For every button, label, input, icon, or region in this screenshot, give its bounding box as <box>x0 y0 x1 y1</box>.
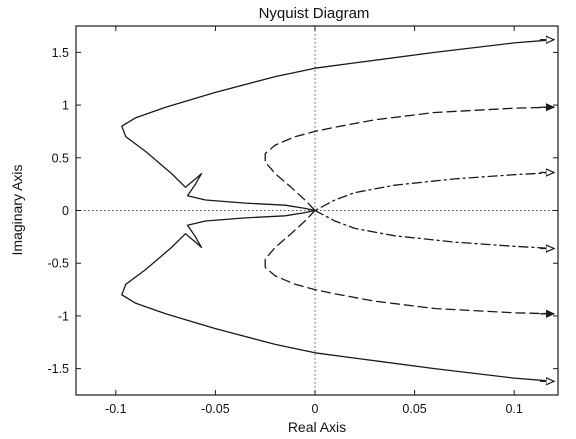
x-tick-label: -0.1 <box>105 402 127 416</box>
series-line-4 <box>264 209 555 315</box>
y-tick-label: 0 <box>62 204 69 218</box>
x-tick-label: 0.05 <box>402 402 426 416</box>
series-line-5 <box>314 171 555 212</box>
series-layer <box>121 39 555 382</box>
series-line-6 <box>314 209 555 250</box>
x-tick-label: 0.1 <box>505 402 522 416</box>
y-tick-label: -0.5 <box>47 257 69 271</box>
y-axis: 1.5 1 0.5 0 -0.5 -1 -1.5 <box>47 46 558 376</box>
y-axis-label: Imaginary Axis <box>9 164 25 255</box>
y-tick-label: 1.5 <box>52 46 69 60</box>
x-axis: -0.1 -0.05 0 0.05 0.1 <box>105 26 523 416</box>
y-tick-label: -1 <box>58 309 69 323</box>
series-line-2 <box>121 209 555 382</box>
y-tick-label: 1 <box>62 99 69 113</box>
chart-title: Nyquist Diagram <box>259 5 370 22</box>
y-tick-label: -1.5 <box>47 362 69 376</box>
zero-lines <box>76 26 558 395</box>
x-axis-label: Real Axis <box>288 419 346 435</box>
x-tick-label: -0.05 <box>201 402 230 416</box>
series-line-1 <box>121 39 555 212</box>
y-tick-label: 0.5 <box>52 151 69 165</box>
series-line-3 <box>264 106 555 212</box>
x-tick-label: 0 <box>312 402 319 416</box>
